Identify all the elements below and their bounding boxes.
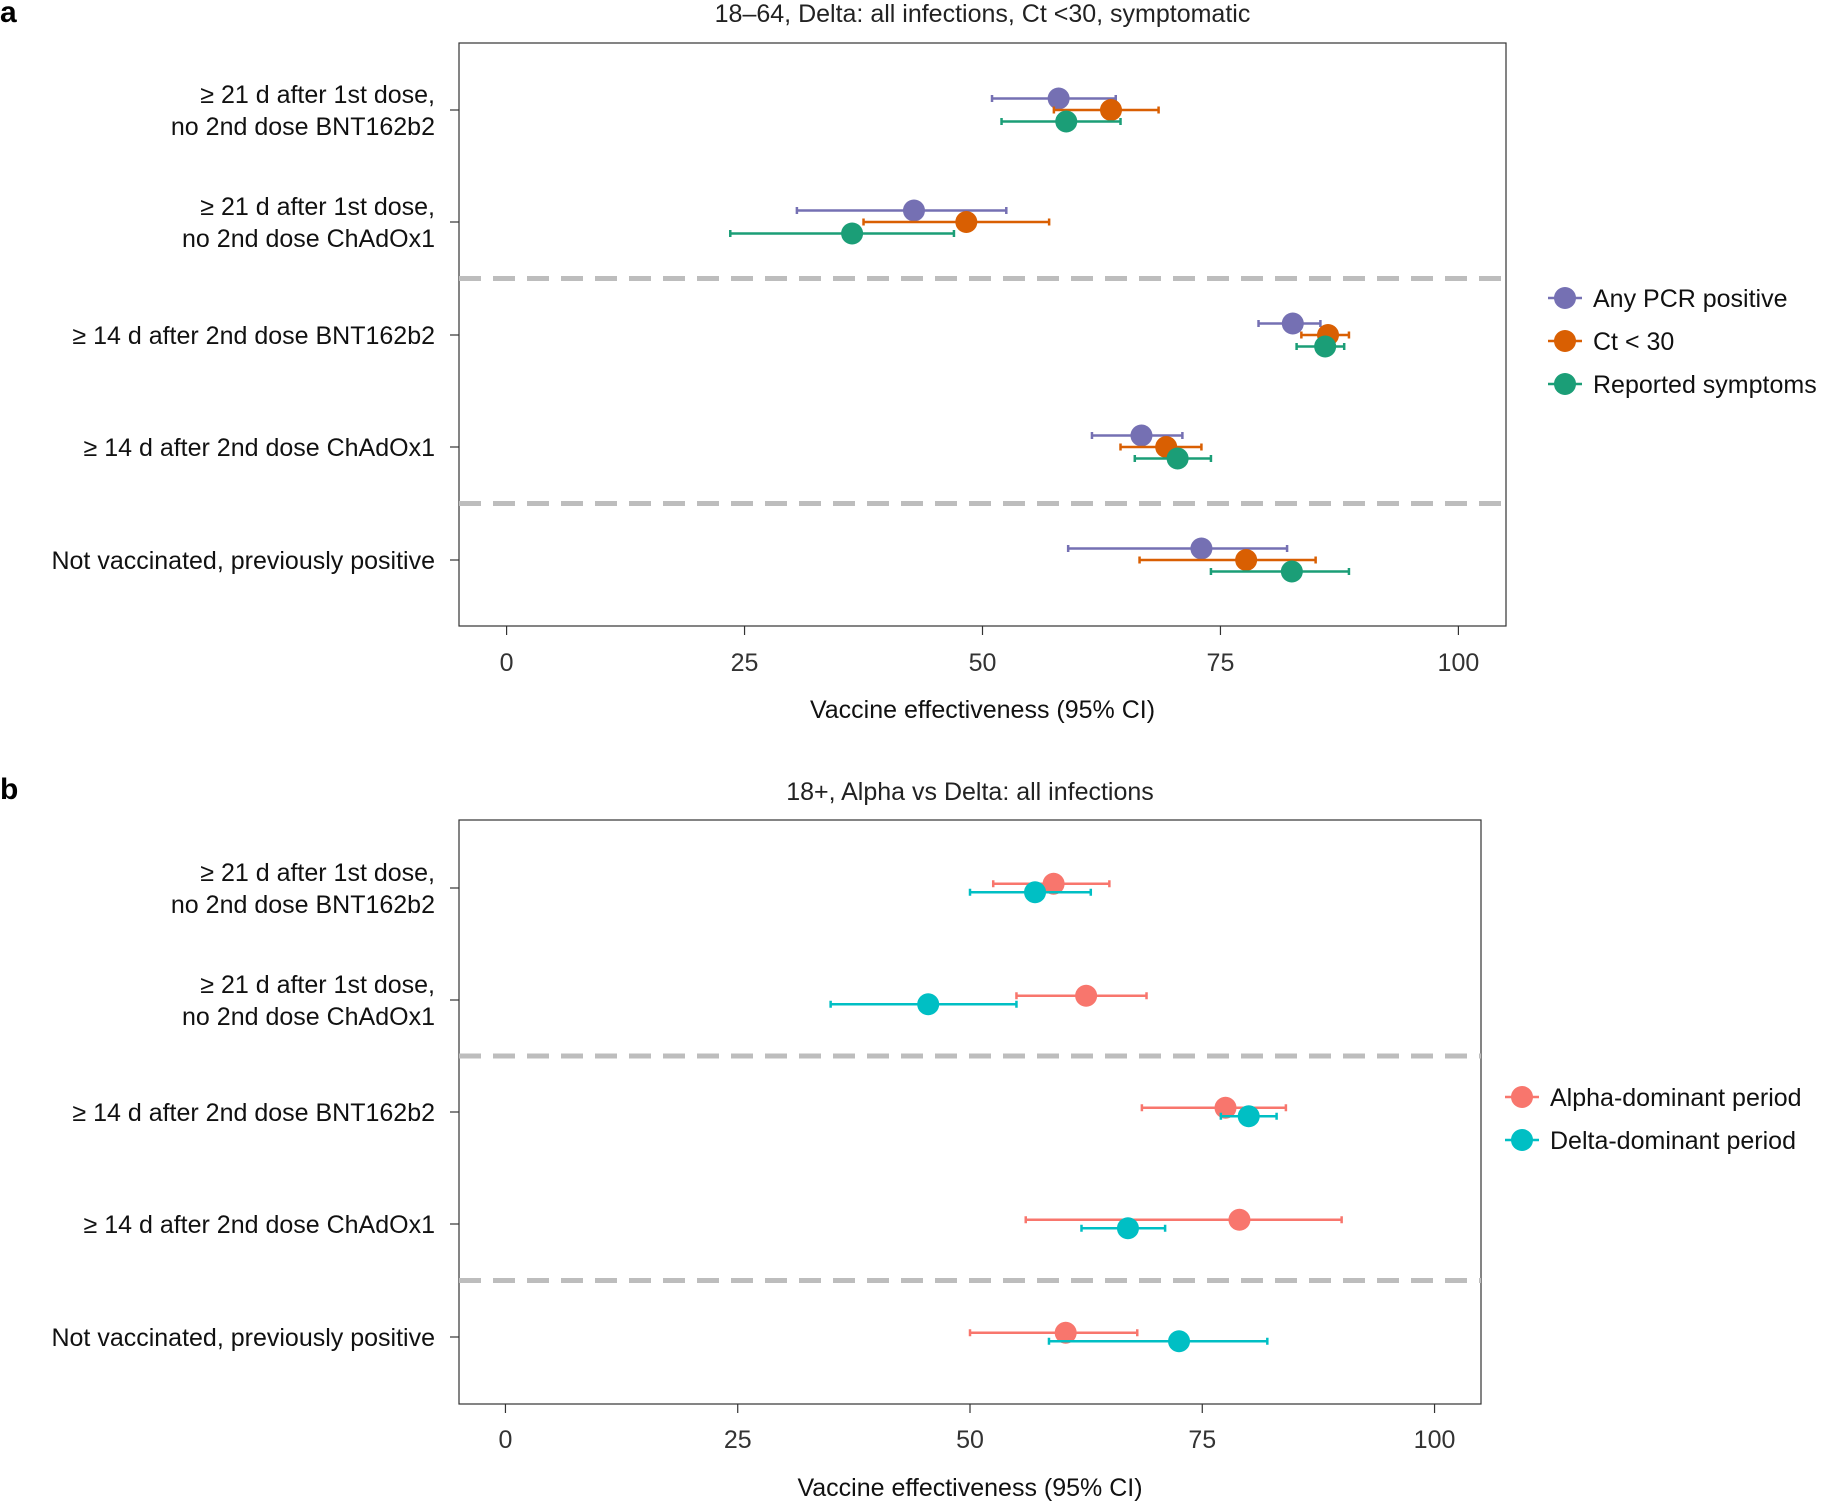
category-label: ≥ 21 d after 1st dose, — [200, 193, 435, 221]
chart-title: 18+, Alpha vs Delta: all infections — [786, 778, 1154, 806]
estimate-point — [1047, 87, 1070, 110]
category-label: ≥ 14 d after 2nd dose ChAdOx1 — [84, 1211, 435, 1239]
legend-label: Ct < 30 — [1593, 328, 1674, 356]
estimate-point — [1130, 424, 1153, 447]
panel-a: a 18–64, Delta: all infections, Ct <30, s… — [0, 0, 1817, 724]
legend-item: Alpha-dominant period — [1505, 1084, 1802, 1112]
legend-label: Delta-dominant period — [1550, 1127, 1796, 1155]
legend-marker — [1511, 1129, 1533, 1151]
panel-b: b 18+, Alpha vs Delta: all infections ≥ 21… — [0, 773, 1802, 1502]
legend-marker — [1554, 287, 1576, 309]
legend: Any PCR positive Ct < 30 Reported symptoms — [1548, 285, 1817, 399]
legend-label: Alpha-dominant period — [1550, 1084, 1802, 1112]
estimate-point — [1168, 1330, 1191, 1353]
category-label: ≥ 21 d after 1st dose, — [200, 81, 435, 109]
estimate-point — [841, 222, 864, 245]
x-tick-label: 75 — [1207, 649, 1235, 677]
x-tick-label: 0 — [500, 649, 514, 677]
panel-letter: b — [0, 773, 18, 806]
x-tick-label: 25 — [731, 649, 759, 677]
category-label: no 2nd dose ChAdOx1 — [182, 225, 435, 253]
category-label: ≥ 14 d after 2nd dose BNT162b2 — [72, 1099, 435, 1127]
panel-letter: a — [0, 0, 17, 29]
estimate-point — [1024, 881, 1047, 904]
chart-title: 18–64, Delta: all infections, Ct <30, sy… — [715, 0, 1251, 28]
estimate-point — [1054, 1321, 1077, 1344]
legend-marker — [1554, 330, 1576, 352]
legend-marker — [1511, 1086, 1533, 1108]
estimate-point — [1116, 1217, 1139, 1240]
estimate-point — [917, 993, 940, 1016]
category-label: ≥ 21 d after 1st dose, — [200, 971, 435, 999]
estimate-point — [1237, 1105, 1260, 1128]
estimate-point — [1190, 537, 1213, 560]
estimate-point — [1099, 99, 1122, 121]
estimate-point — [1314, 335, 1337, 358]
x-tick-label: 100 — [1438, 649, 1480, 677]
estimate-point — [1280, 560, 1303, 583]
legend-item: Any PCR positive — [1548, 285, 1788, 313]
legend: Alpha-dominant period Delta-dominant peri… — [1505, 1084, 1802, 1155]
estimate-point — [1055, 110, 1078, 133]
estimate-point — [1166, 447, 1189, 470]
x-tick-label: 50 — [969, 649, 997, 677]
estimate-point — [1235, 549, 1258, 571]
legend-item: Ct < 30 — [1548, 328, 1674, 356]
category-label: no 2nd dose BNT162b2 — [171, 891, 435, 919]
estimate-point — [1042, 872, 1065, 895]
plot-frame — [458, 819, 1482, 1405]
legend-label: Reported symptoms — [1593, 371, 1817, 399]
x-tick-label: 100 — [1414, 1426, 1456, 1454]
estimate-point — [1075, 984, 1098, 1007]
category-label: Not vaccinated, previously positive — [51, 1324, 435, 1352]
category-label: ≥ 21 d after 1st dose, — [200, 859, 435, 887]
category-label: ≥ 14 d after 2nd dose ChAdOx1 — [84, 434, 435, 462]
category-label: no 2nd dose BNT162b2 — [171, 113, 435, 141]
category-label: Not vaccinated, previously positive — [51, 547, 435, 575]
legend-label: Any PCR positive — [1593, 285, 1788, 313]
category-label: no 2nd dose ChAdOx1 — [182, 1003, 435, 1031]
estimate-point — [1228, 1208, 1251, 1231]
category-label: ≥ 14 d after 2nd dose BNT162b2 — [72, 322, 435, 350]
x-tick-label: 0 — [499, 1426, 513, 1454]
x-axis-title: Vaccine effectiveness (95% CI) — [797, 1474, 1142, 1502]
legend-item: Reported symptoms — [1548, 371, 1817, 399]
x-tick-label: 50 — [956, 1426, 984, 1454]
x-tick-label: 25 — [724, 1426, 752, 1454]
legend-item: Delta-dominant period — [1505, 1127, 1796, 1155]
estimate-point — [902, 199, 925, 222]
estimate-point — [1281, 312, 1304, 335]
x-axis-title: Vaccine effectiveness (95% CI) — [810, 696, 1155, 724]
estimate-point — [955, 211, 978, 233]
legend-marker — [1554, 373, 1576, 395]
x-tick-label: 75 — [1188, 1426, 1216, 1454]
